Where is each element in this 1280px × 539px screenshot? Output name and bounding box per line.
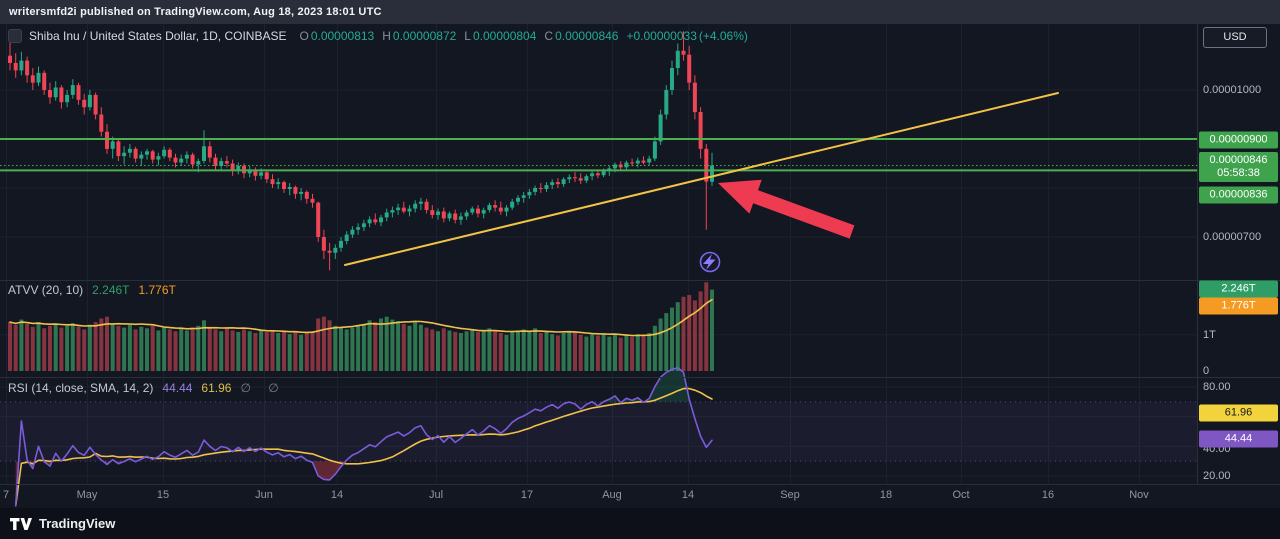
volume-ma-value: 1.776T bbox=[138, 283, 176, 297]
volume-indicator-legend[interactable]: ATVV (20, 10) 2.246T 1.776T bbox=[8, 283, 176, 297]
rsi-line bbox=[14, 366, 713, 507]
volume-value-badge: 2.246T bbox=[1199, 280, 1278, 298]
rsi-band bbox=[0, 401, 1197, 462]
price-level-badge[interactable]: 0.00000900 bbox=[1199, 131, 1278, 149]
close-value: 0.00000846 bbox=[555, 29, 619, 43]
rsi-value: 44.44 bbox=[162, 381, 193, 395]
open-value: 0.00000813 bbox=[310, 29, 375, 43]
change-percent: (+4.06%) bbox=[698, 29, 748, 43]
footer-bar: TradingView bbox=[0, 508, 1280, 539]
panel-separators bbox=[0, 24, 1280, 485]
rsi-legend-icons: ∅ ∅ bbox=[240, 381, 286, 395]
bar-countdown: 05:58:38 bbox=[1217, 167, 1260, 179]
candlesticks bbox=[8, 31, 714, 271]
close-label: C bbox=[544, 29, 554, 43]
open-label: O bbox=[299, 29, 309, 43]
currency-button[interactable]: USD bbox=[1203, 27, 1267, 48]
tradingview-brand[interactable]: TradingView bbox=[39, 516, 116, 531]
high-value: 0.00000872 bbox=[392, 29, 457, 43]
symbol-legend[interactable]: Shiba Inu / United States Dollar, 1D, CO… bbox=[8, 29, 748, 43]
trendline[interactable] bbox=[344, 92, 1059, 266]
symbol-logo-icon bbox=[8, 29, 22, 43]
rsi-indicator-legend[interactable]: RSI (14, close, SMA, 14, 2) 44.44 61.96 … bbox=[8, 381, 286, 395]
price-level-badge[interactable]: 0.00000836 bbox=[1199, 186, 1278, 204]
volume-bars bbox=[8, 282, 714, 372]
volume-ma-badge: 1.776T bbox=[1199, 297, 1278, 315]
volume-indicator-title[interactable]: ATVV (20, 10) bbox=[8, 283, 84, 297]
rsi-indicator-title[interactable]: RSI (14, close, SMA, 14, 2) bbox=[8, 381, 154, 395]
change-absolute: +0.00000033 bbox=[626, 29, 697, 43]
publish-text: writersmfd2i published on TradingView.co… bbox=[9, 6, 382, 18]
current-price-value: 0.00000846 bbox=[1209, 154, 1268, 166]
price-level-lines[interactable] bbox=[0, 138, 1197, 172]
high-label: H bbox=[382, 29, 391, 43]
rsi-ma-badge: 61.96 bbox=[1199, 404, 1278, 422]
publish-bar: writersmfd2i published on TradingView.co… bbox=[0, 0, 1280, 24]
rsi-ma-value: 61.96 bbox=[201, 381, 232, 395]
ohlc-values: O 0.00000813 H 0.00000872 L 0.00000804 C 0.0… bbox=[293, 29, 747, 43]
tradingview-logo-icon[interactable] bbox=[10, 517, 32, 531]
low-label: L bbox=[464, 29, 471, 43]
flash-marker[interactable] bbox=[699, 251, 721, 273]
symbol-title[interactable]: Shiba Inu / United States Dollar, 1D, CO… bbox=[29, 29, 287, 43]
arrow-annotation[interactable] bbox=[718, 179, 855, 239]
volume-value: 2.246T bbox=[92, 283, 130, 297]
volume-ma-line bbox=[9, 298, 713, 337]
rsi-ma-line bbox=[14, 387, 713, 507]
rsi-value-badge: 44.44 bbox=[1199, 430, 1278, 448]
current-price-badge: 0.00000846 05:58:38 bbox=[1199, 152, 1278, 182]
low-value: 0.00000804 bbox=[472, 29, 537, 43]
